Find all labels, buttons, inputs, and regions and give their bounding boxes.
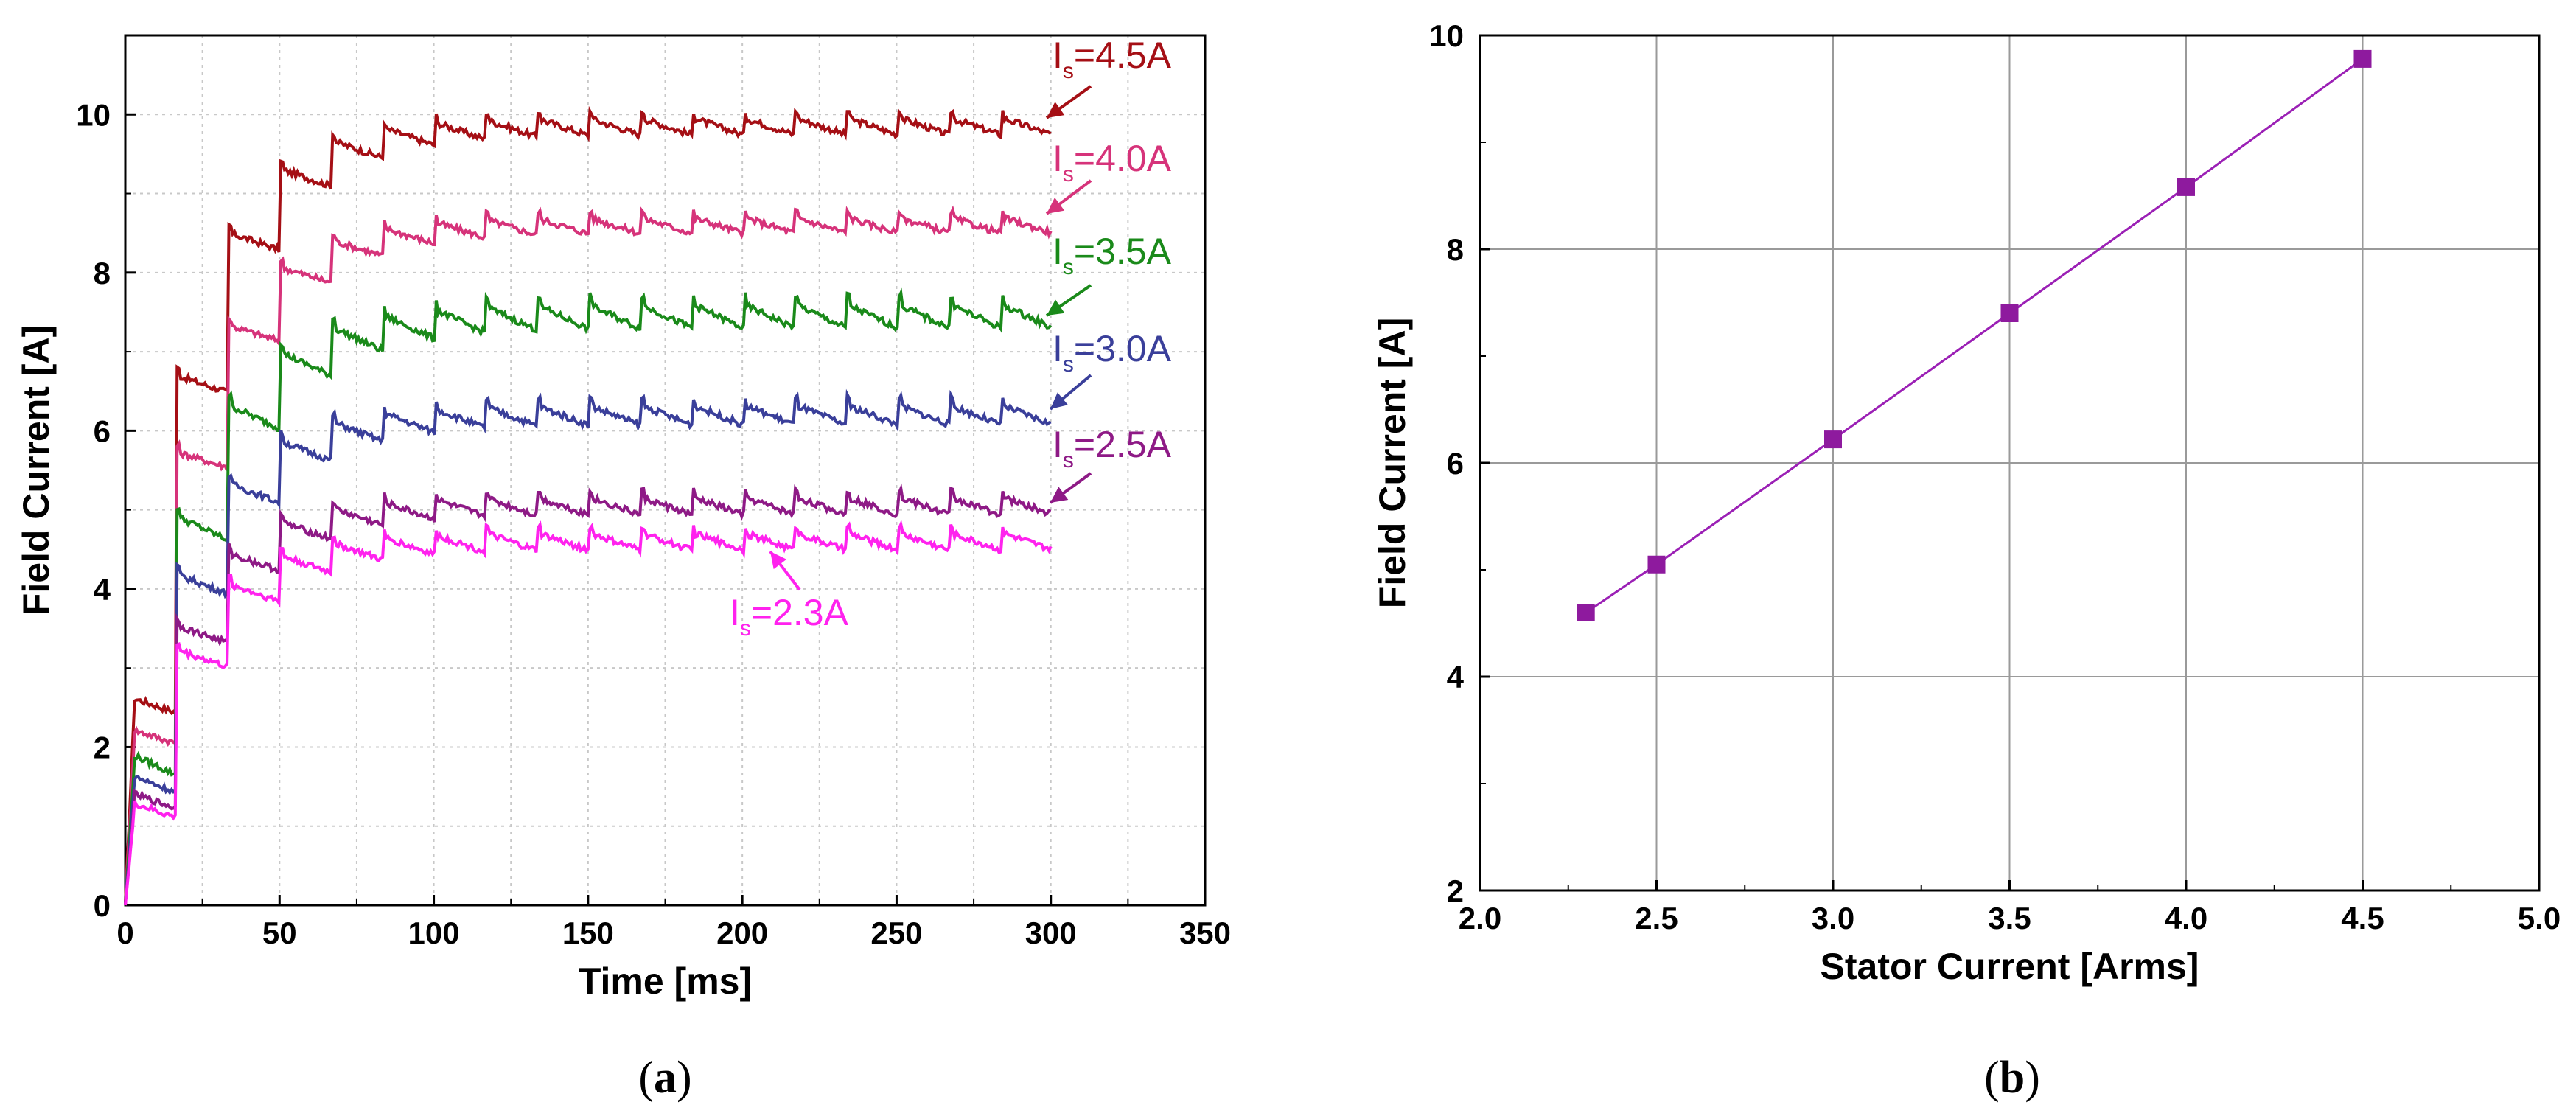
series-label-sub: s — [1063, 162, 1074, 186]
series-label-main: I — [1053, 328, 1063, 369]
x-axis-title: Stator Current [Arms] — [1821, 946, 2199, 987]
data-point — [1577, 604, 1595, 621]
series-label-main: I — [1053, 424, 1063, 465]
x-axis-title: Time [ms] — [579, 961, 752, 1002]
y-tick-label: 6 — [1447, 446, 1464, 481]
series-label-value: =2.5A — [1074, 424, 1172, 465]
x-tick-label: 5.0 — [2518, 901, 2561, 935]
series-label-value: =2.3A — [751, 592, 849, 633]
panel-label-paren: ) — [677, 1053, 692, 1103]
data-point — [2353, 49, 2372, 68]
panel-b-chart: 2.0 2.5 3.0 3.5 4.0 4.5 5.0 2 4 6 8 10 Stator Curren… — [1372, 18, 2561, 1103]
y-tick-label: 8 — [94, 256, 111, 290]
x-tick-label: 3.5 — [1988, 901, 2031, 935]
series-label: Is=2.5A — [1053, 424, 1172, 473]
x-tick-label: 150 — [562, 916, 614, 950]
series-arrow-head — [1050, 392, 1068, 409]
series-line-Is=2.5A — [124, 483, 1052, 905]
data-point — [2000, 304, 2019, 322]
x-tick-label: 350 — [1179, 916, 1231, 950]
series-line-Is=3.5A — [124, 287, 1053, 906]
panel-label-b: (b) — [1984, 1053, 2040, 1103]
x-tick-label: 3.0 — [1812, 901, 1854, 935]
panel-label-paren: ( — [1984, 1053, 2000, 1103]
panel-a-chart: 0 50 100 150 200 250 300 350 0 2 4 6 8 10 Time [ms] Fie… — [15, 34, 1231, 1103]
series-label-sub: s — [1063, 448, 1074, 473]
series-label-sub: s — [740, 616, 751, 641]
series-line — [1585, 57, 2364, 614]
series-label-main: I — [1053, 231, 1063, 272]
x-tick-label: 100 — [408, 916, 460, 950]
x-tick-label: 50 — [262, 916, 297, 950]
data-point — [1647, 555, 1666, 574]
data-point — [2177, 178, 2195, 196]
y-tick-label: 8 — [1447, 232, 1464, 267]
x-tick-label: 0 — [116, 916, 133, 950]
series-label: Is=3.5A — [1053, 231, 1172, 279]
series-line-Is=4.5A — [124, 105, 1052, 905]
panel-label-paren: ( — [638, 1053, 654, 1103]
y-tick-label: 6 — [94, 414, 111, 448]
panel-label-letter: b — [2000, 1053, 2025, 1103]
series-label-value: =4.0A — [1074, 138, 1172, 179]
x-tick-label: 2.5 — [1635, 901, 1678, 935]
series-label-main: I — [1053, 138, 1063, 179]
series-label: Is=4.5A — [1053, 35, 1172, 83]
series-label-value: =3.5A — [1074, 231, 1172, 272]
y-tick-label: 2 — [94, 730, 111, 764]
series-arrow-head — [1047, 102, 1065, 118]
series-label-value: =3.0A — [1074, 328, 1172, 369]
data-point — [1824, 430, 1842, 449]
series-label-sub: s — [1063, 352, 1074, 377]
series-label-sub: s — [1063, 255, 1074, 279]
y-tick-label: 0 — [94, 888, 111, 923]
series-label-main: I — [1053, 35, 1063, 76]
series-label: Is=3.0A — [1053, 328, 1172, 377]
series-label-main: I — [730, 592, 740, 633]
series-label-sub: s — [1063, 59, 1074, 83]
series-label: Is=4.0A — [1053, 138, 1172, 186]
x-tick-label: 4.5 — [2341, 901, 2384, 935]
x-tick-label: 250 — [870, 916, 922, 950]
y-tick-label: 2 — [1447, 874, 1464, 908]
y-tick-label: 10 — [1429, 18, 1464, 53]
y-tick-label: 10 — [76, 97, 111, 132]
x-tick-label: 200 — [716, 916, 768, 950]
series-arrow-head — [1047, 198, 1065, 214]
series-label: Is=2.3A — [730, 592, 849, 641]
x-tick-label: 4.0 — [2165, 901, 2207, 935]
panel-label-paren: ) — [2025, 1053, 2040, 1103]
y-axis-title: Field Current [A] — [15, 325, 57, 616]
series-line-Is=2.3A — [124, 519, 1053, 906]
panel-label-letter: a — [654, 1053, 677, 1103]
series-label-value: =4.5A — [1074, 35, 1172, 76]
x-tick-label: 300 — [1025, 916, 1077, 950]
series-arrow-head — [770, 551, 787, 570]
series-line-Is=3.0A — [124, 388, 1052, 905]
panel-label-a: (a) — [638, 1053, 691, 1103]
series-line-Is=4.0A — [124, 205, 1053, 906]
series-arrow-head — [1050, 487, 1069, 503]
y-tick-label: 4 — [1447, 660, 1465, 694]
x-tick-label: 2.0 — [1459, 901, 1501, 935]
y-axis-title: Field Current [A] — [1372, 318, 1413, 608]
series-arrow-head — [1047, 299, 1065, 316]
y-tick-label: 4 — [94, 572, 111, 607]
